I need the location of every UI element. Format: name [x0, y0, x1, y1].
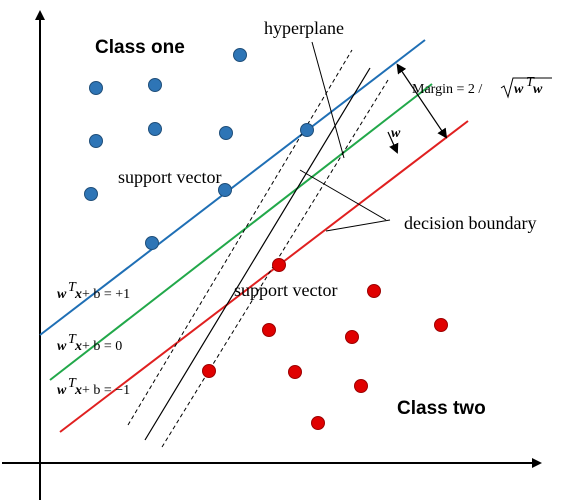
eq-zero-w: w: [57, 339, 67, 354]
class-two-point: [345, 330, 359, 344]
support-vector-class-one: [145, 236, 159, 250]
class-one-points: [84, 48, 314, 250]
margin-line-plus: [39, 39, 426, 336]
support-vector-class-two: [202, 364, 216, 378]
equation-plus: w T x + b = +1: [57, 280, 130, 302]
support-vector-label-bottom: support vector: [234, 280, 337, 300]
decision-boundary-label: decision boundary: [404, 213, 536, 233]
eq-minus-rest: + b = −1: [82, 383, 130, 398]
class-two-point: [262, 323, 276, 337]
eq-plus-T: T: [68, 280, 77, 295]
class-one-point: [148, 122, 162, 136]
class-two-point: [354, 379, 368, 393]
hyperplane-pointer: [311, 41, 345, 159]
decision-line-zero: [49, 83, 433, 381]
margin-w2: w: [533, 82, 543, 97]
class-one-point: [89, 134, 103, 148]
class-one-point: [233, 48, 247, 62]
margin-T: T: [526, 75, 535, 90]
class-one-point: [89, 81, 103, 95]
eq-plus-w: w: [57, 287, 67, 302]
eq-minus-T: T: [68, 376, 77, 391]
support-vector-label-top: support vector: [118, 167, 221, 187]
eq-minus-x: x: [74, 383, 82, 398]
margin-formula: Margin = 2 / w T w: [412, 75, 552, 99]
class-two-label: Class two: [397, 398, 486, 419]
class-one-point: [218, 183, 232, 197]
hyperplane-solid: [144, 67, 371, 441]
decision-pointer-upper: [299, 169, 387, 221]
hyperplane-dashed-right: [161, 79, 389, 448]
class-two-point: [288, 365, 302, 379]
class-two-point: [434, 318, 448, 332]
eq-plus-x: x: [74, 287, 82, 302]
eq-minus-w: w: [57, 383, 67, 398]
class-one-point: [84, 187, 98, 201]
w-vector-label: w: [391, 126, 401, 141]
margin-line-minus: [59, 120, 469, 433]
class-one-label: Class one: [95, 37, 185, 58]
eq-zero-T: T: [68, 332, 77, 347]
class-one-point: [219, 126, 233, 140]
equation-zero: w T x + b = 0: [57, 332, 122, 354]
decision-pointer-lower: [325, 219, 391, 232]
class-one-point: [148, 78, 162, 92]
class-two-point: [311, 416, 325, 430]
eq-zero-x: x: [74, 339, 82, 354]
support-vector-class-two: [272, 258, 286, 272]
class-two-point: [367, 284, 381, 298]
w-vector-arrow: [387, 131, 399, 154]
class-two-points: [202, 258, 448, 430]
eq-plus-rest: + b = +1: [82, 287, 130, 302]
margin-text: Margin = 2 /: [412, 82, 482, 97]
hyperplane-dashed-left: [127, 49, 353, 426]
equation-minus: w T x + b = −1: [57, 376, 130, 398]
support-vector-class-one: [300, 123, 314, 137]
eq-zero-rest: + b = 0: [82, 339, 122, 354]
margin-arrow: [396, 63, 448, 139]
hyperplane-label: hyperplane: [264, 18, 344, 38]
margin-w: w: [514, 82, 524, 97]
sqrt-sign: [500, 77, 552, 99]
